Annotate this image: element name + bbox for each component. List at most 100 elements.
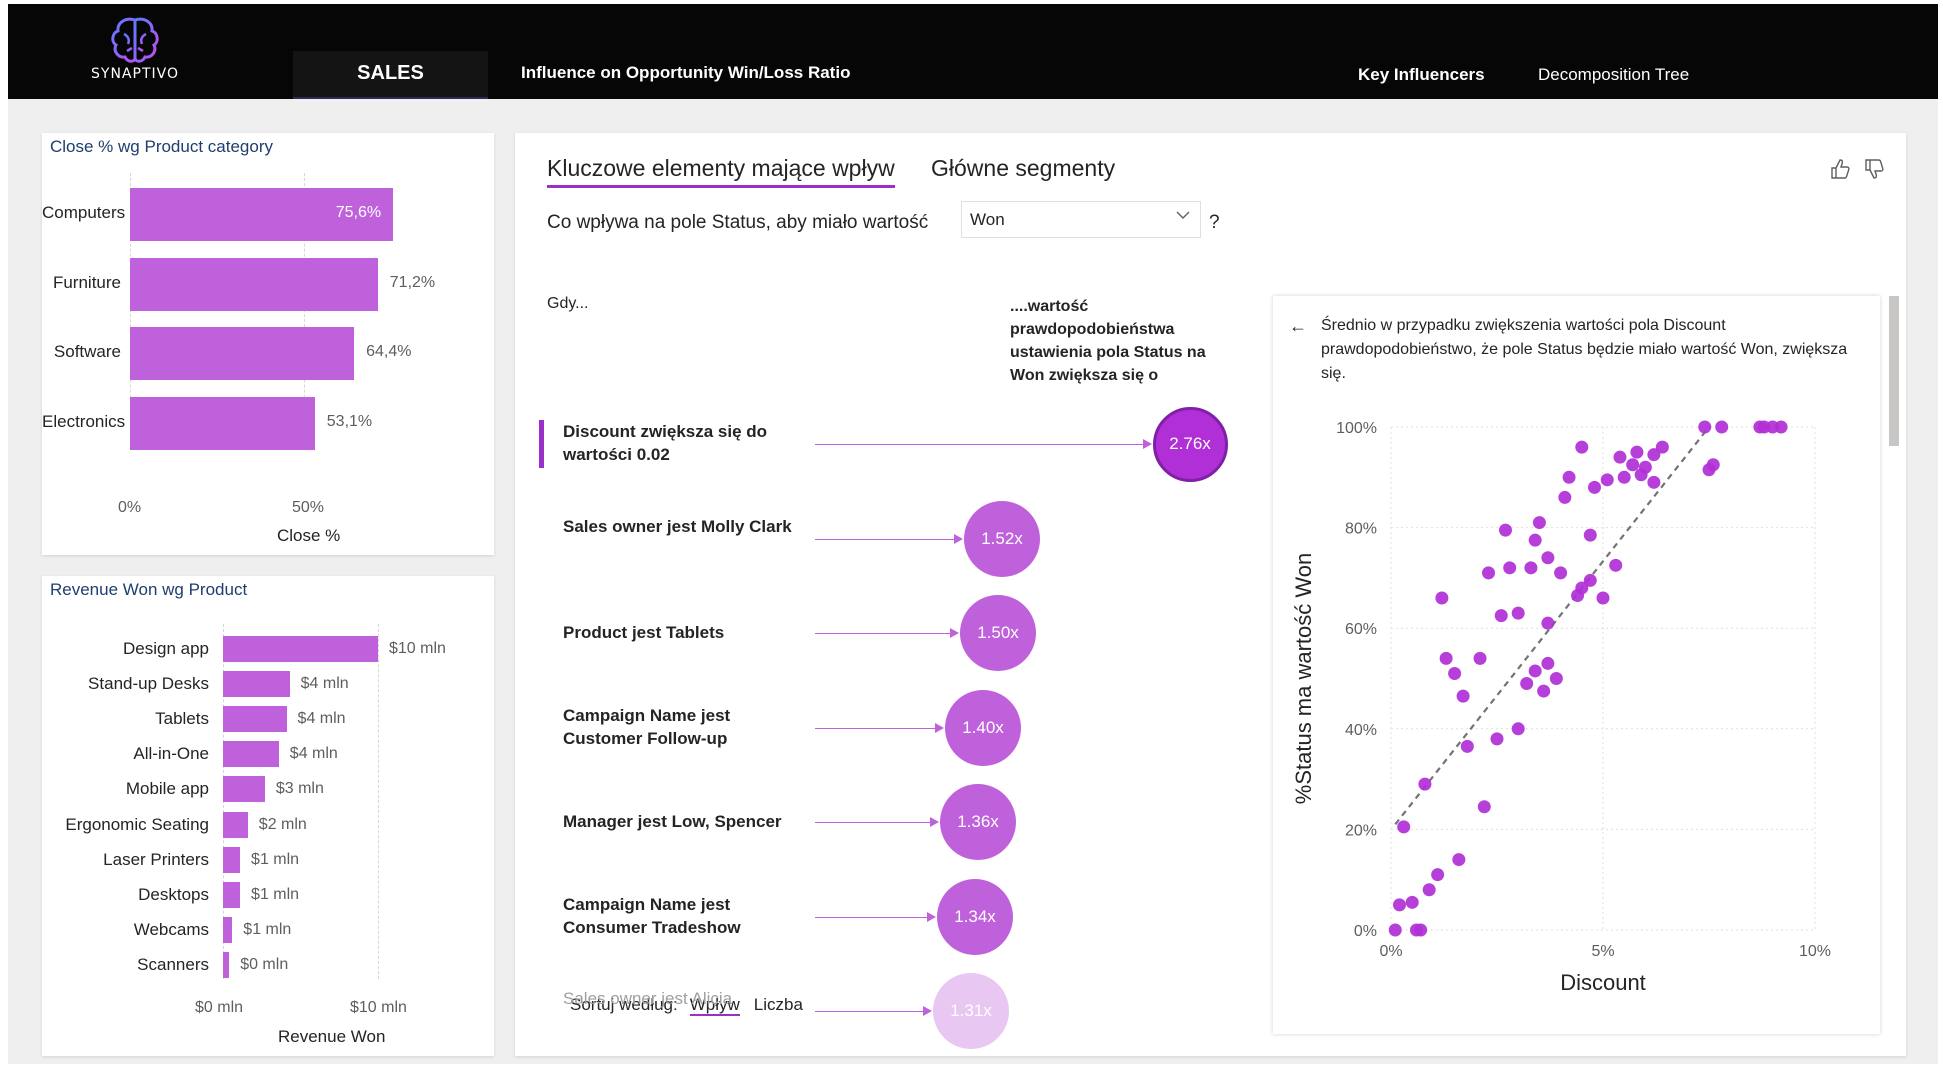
back-arrow-icon[interactable]: ← (1289, 316, 1307, 336)
x-tick-label: 50% (292, 499, 325, 516)
influence-line (815, 1011, 923, 1012)
category-label: Software (53, 342, 121, 361)
data-point (1528, 533, 1542, 547)
data-point (1422, 883, 1436, 897)
data-label: $10 mln (389, 640, 446, 657)
data-point (1473, 651, 1487, 665)
gridline (378, 624, 379, 979)
influence-line (815, 727, 935, 729)
nav-key-influencers[interactable]: Key Influencers (1358, 65, 1485, 84)
dropdown-selected-value: Won (970, 210, 1005, 229)
chart-title: Close % wg Product category (50, 137, 273, 156)
data-point (1706, 458, 1720, 472)
data-label: 64,4% (366, 343, 412, 360)
category-label: Furniture (52, 272, 121, 292)
sort-controls: Sortuj według: Wpływ Liczba (570, 995, 803, 1016)
bar (223, 636, 378, 662)
data-label: 75,6% (335, 204, 382, 221)
data-point (1715, 420, 1729, 434)
bar (223, 671, 290, 698)
influence-bubble: 1.31x (933, 973, 1009, 1049)
data-point (1617, 470, 1631, 484)
category-label: Webcams (133, 919, 209, 939)
question-mark: ? (1209, 212, 1220, 233)
bar (130, 327, 355, 380)
arrow-head (935, 722, 944, 733)
data-point (1647, 475, 1661, 489)
influencer-label: Campaign Name jest Customer Follow-up (563, 705, 731, 748)
tab-key-influencers[interactable]: Kluczowe elementy mające wpływ (547, 155, 895, 188)
data-point (1588, 480, 1602, 494)
data-point (1494, 609, 1508, 623)
logo-text: SYNAPTIVO (91, 66, 179, 82)
data-label: $1 mln (251, 885, 300, 903)
data-point (1498, 523, 1512, 537)
nav-influence-title: Influence on Opportunity Win/Loss Ratio (521, 63, 851, 82)
influencer-label: Product jest Tablets (563, 623, 725, 642)
category-label: Laser Printers (103, 849, 209, 869)
y-tick-label: 60% (1345, 621, 1377, 638)
x-tick-label: 5% (1591, 943, 1614, 960)
data-label: $4 mln (289, 745, 338, 763)
data-point (1626, 458, 1640, 472)
category-label: Scanners (137, 954, 209, 974)
data-point (1638, 460, 1652, 474)
x-axis-title: Discount (1560, 970, 1646, 995)
status-value-dropdown[interactable]: Won (961, 201, 1201, 238)
data-point (1477, 800, 1491, 814)
arrow-head (1142, 439, 1152, 449)
bar (223, 881, 241, 908)
x-axis-title: Revenue Won (278, 1027, 386, 1046)
data-point (1452, 853, 1466, 867)
data-point (1541, 616, 1555, 630)
chart-title: Revenue Won wg Product (50, 580, 248, 599)
data-label: $1 mln (251, 850, 300, 868)
data-point (1405, 895, 1419, 909)
data-point (1520, 677, 1534, 691)
data-point (1583, 528, 1597, 542)
category-label: Electronics (42, 411, 126, 431)
influencer-label: Manager jest Low, Spencer (563, 812, 782, 831)
close-percent-chart-panel[interactable]: Close % wg Product category Computers 75,… (42, 133, 494, 555)
question-text: Co wpływa na pole Status, aby miało wart… (547, 212, 929, 233)
thumbs-down-icon[interactable] (1864, 158, 1884, 180)
arrow-head (930, 817, 939, 827)
data-point (1541, 551, 1555, 565)
thumbs-up-icon[interactable] (1830, 158, 1850, 180)
data-point (1439, 651, 1453, 665)
sort-by-count[interactable]: Liczba (753, 995, 803, 1014)
data-point (1524, 561, 1538, 575)
data-point (1431, 868, 1445, 882)
data-point (1647, 448, 1661, 462)
top-navigation-bar: SYNAPTIVO SALES Influence on Opportunity… (8, 4, 1938, 99)
revenue-won-chart-panel[interactable]: Revenue Won wg Product Design app $10 mln… (42, 576, 494, 1056)
bar: 75,6% (130, 188, 394, 241)
sort-by-impact[interactable]: Wpływ (689, 995, 740, 1016)
influencer-label: Campaign Name jest Consumer Tradeshow (563, 894, 741, 937)
influence-line (815, 916, 927, 918)
data-point (1456, 689, 1470, 703)
influence-bubble: 1.40x (945, 689, 1021, 766)
nav-decomposition-tree[interactable]: Decomposition Tree (1538, 65, 1690, 84)
data-label: $2 mln (258, 815, 307, 833)
bar (223, 811, 248, 838)
influence-bubble: 1.36x (940, 784, 1016, 860)
data-point (1392, 898, 1406, 912)
list-fade-overlay (555, 983, 975, 1038)
arrow-head (923, 1006, 932, 1016)
y-tick-label: 40% (1345, 722, 1377, 739)
key-influencers-panel: Kluczowe elementy mające wpływ Główne se… (515, 133, 1906, 1056)
tab-top-segments[interactable]: Główne segmenty (931, 155, 1116, 181)
nav-sales[interactable]: SALES (293, 51, 488, 99)
vertical-scrollbar[interactable] (1889, 296, 1899, 446)
x-tick-label: $10 mln (350, 999, 407, 1016)
data-point (1698, 420, 1712, 434)
category-label: Stand-up Desks (88, 674, 209, 694)
data-point (1528, 664, 1542, 678)
data-label: $4 mln (300, 675, 349, 693)
data-point (1414, 923, 1428, 937)
data-point (1630, 445, 1644, 459)
data-point (1609, 558, 1623, 572)
data-point (1562, 470, 1576, 484)
y-axis-title: %Status ma wartość Won (1291, 553, 1316, 804)
